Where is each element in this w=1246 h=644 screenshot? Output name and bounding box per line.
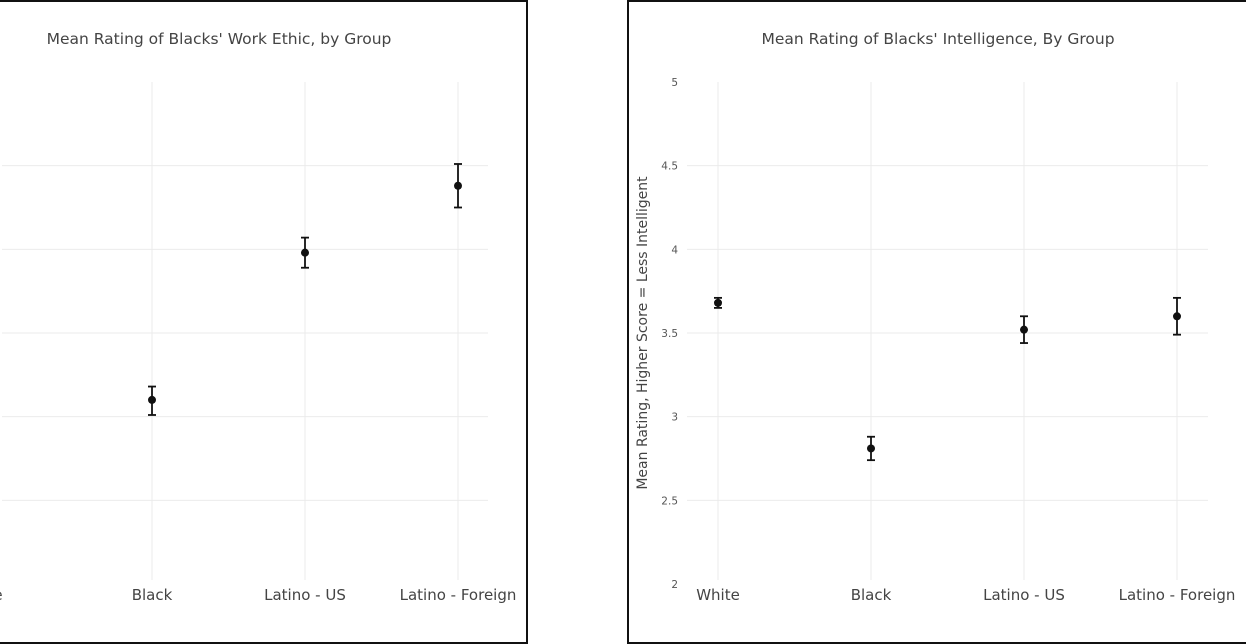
y-tick-label: 3.5 bbox=[661, 328, 678, 340]
x-category-label-e: e bbox=[0, 586, 3, 604]
intelligence-chart: Mean Rating of Blacks' Intelligence, By … bbox=[635, 30, 1236, 604]
x-category-label-latino-foreign: Latino - Foreign bbox=[400, 586, 517, 604]
chart-title: Mean Rating of Blacks' Intelligence, By … bbox=[761, 30, 1114, 48]
x-category-label-black: Black bbox=[132, 586, 173, 604]
x-category-label-latino-us: Latino - US bbox=[264, 586, 346, 604]
x-category-label-black: Black bbox=[851, 586, 892, 604]
mean-point-latino-foreign bbox=[454, 181, 462, 190]
mean-point-latino-us bbox=[301, 248, 309, 257]
chart-title: Mean Rating of Blacks' Work Ethic, by Gr… bbox=[47, 30, 392, 48]
mean-point-latino-us bbox=[1020, 325, 1028, 334]
y-tick-label: 4 bbox=[671, 244, 678, 256]
mean-point-black bbox=[867, 444, 875, 453]
mean-point-black bbox=[148, 395, 156, 404]
y-tick-label: 4.5 bbox=[661, 161, 678, 173]
work-ethic-chart: Mean Rating of Blacks' Work Ethic, by Gr… bbox=[0, 30, 517, 604]
work-ethic-chart-panel: Mean Rating of Blacks' Work Ethic, by Gr… bbox=[0, 0, 528, 644]
y-tick-label: 2 bbox=[671, 579, 678, 591]
intelligence-chart-panel: Mean Rating of Blacks' Intelligence, By … bbox=[627, 0, 1246, 644]
y-tick-label: 5 bbox=[671, 77, 678, 89]
y-tick-label: 3 bbox=[671, 412, 678, 424]
y-tick-label: 2.5 bbox=[661, 495, 678, 507]
x-category-label-latino-us: Latino - US bbox=[983, 586, 1065, 604]
x-category-label-white: White bbox=[696, 586, 740, 604]
x-category-label-latino-foreign: Latino - Foreign bbox=[1119, 586, 1236, 604]
mean-point-white bbox=[714, 298, 722, 307]
mean-point-latino-foreign bbox=[1173, 312, 1181, 321]
y-axis-label: Mean Rating, Higher Score = Less Intelli… bbox=[635, 176, 651, 490]
